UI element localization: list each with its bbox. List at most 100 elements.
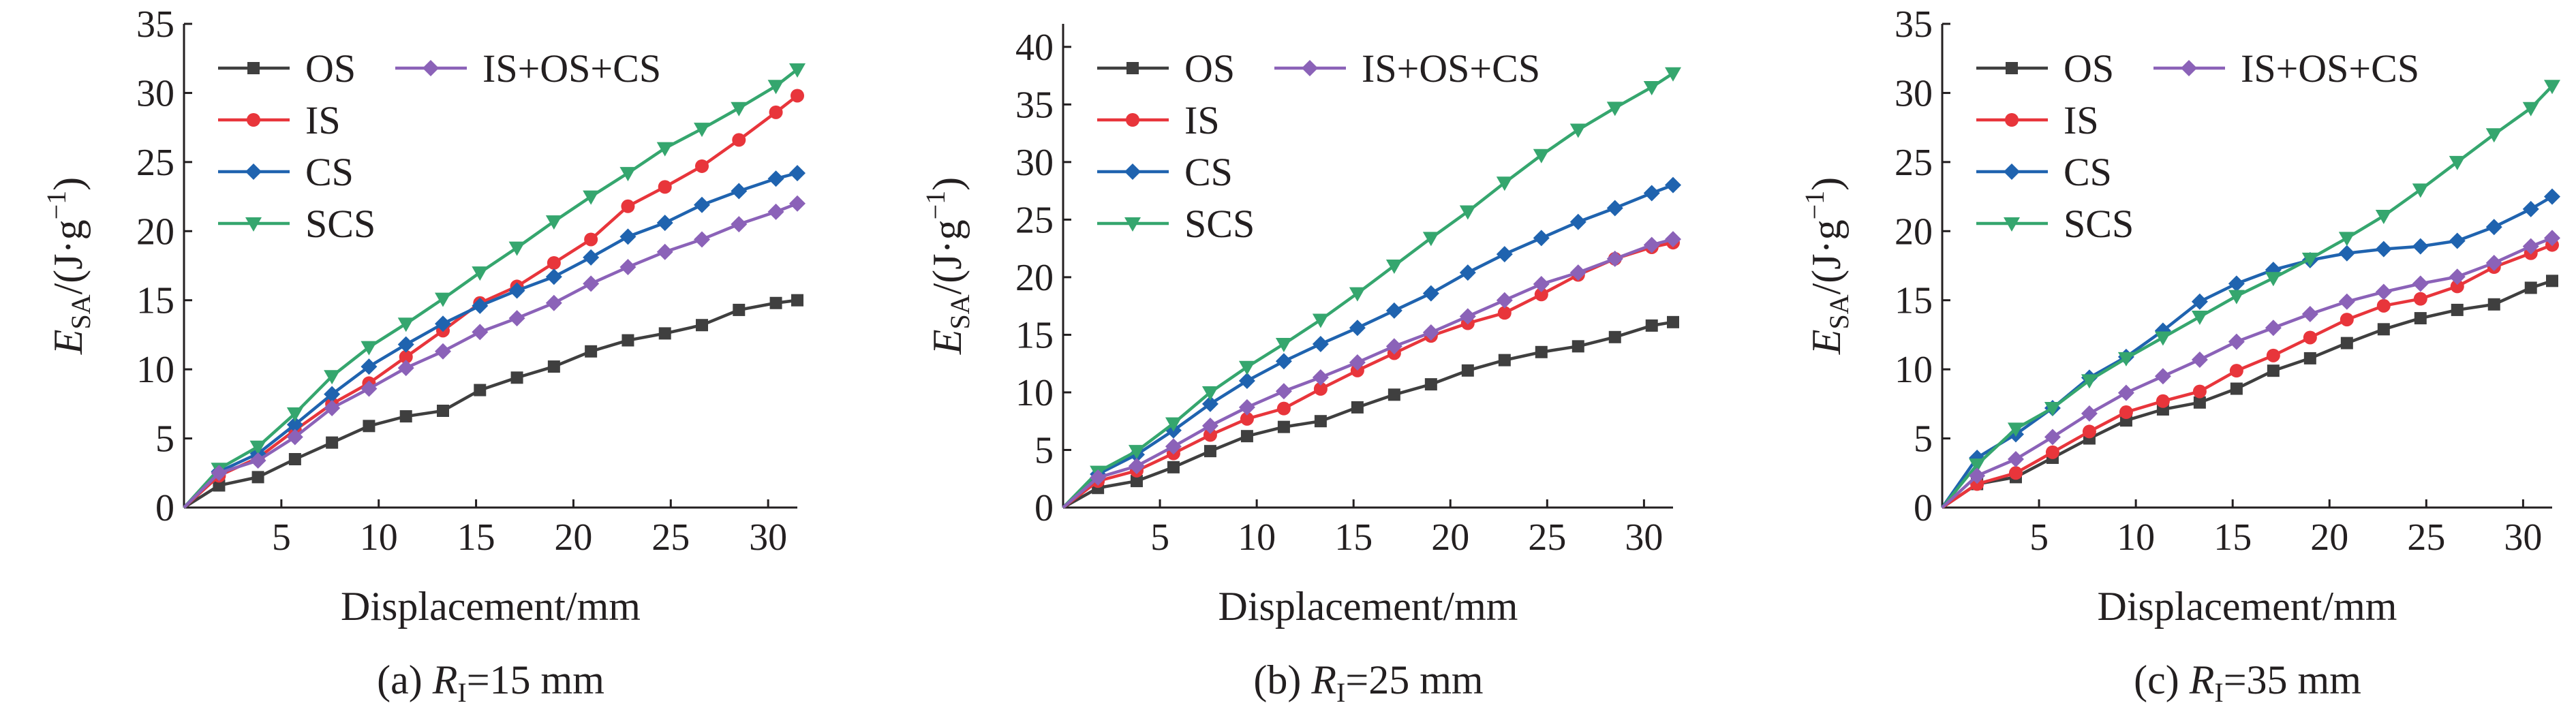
chart-b-legend-item: OS <box>1097 46 1235 91</box>
chart-b-y-tick-label: 5 <box>1034 429 1054 471</box>
chart-b-series-line <box>1062 237 1674 509</box>
chart-c-data-point <box>2376 298 2391 313</box>
chart-a-data-point <box>474 384 487 396</box>
chart-a-data-point <box>731 102 748 116</box>
chart-c-data-point <box>2044 429 2061 446</box>
chart-b-data-point <box>1128 445 1145 460</box>
chart-b-data-point <box>1201 395 1218 412</box>
chart-b-data-point <box>1240 411 1254 426</box>
chart-c-data-point <box>2007 422 2024 437</box>
chart-c-y-tick-label: 15 <box>1895 280 1933 322</box>
chart-b-y-tick-label: 20 <box>1015 257 1054 299</box>
chart-c-data-point <box>2081 374 2098 389</box>
chart-c-data-point <box>2154 331 2171 346</box>
chart-b-data-point <box>1349 320 1366 337</box>
chart-c-data-point <box>2266 348 2280 362</box>
chart-b-data-point <box>1422 285 1439 302</box>
chart-b-data-point <box>1167 461 1180 473</box>
chart-a-data-point <box>583 275 600 292</box>
chart-a-data-point <box>361 380 378 397</box>
chart-c-data-point <box>2265 320 2282 337</box>
chart-b-x-axis-title: Displacement/mm <box>1218 584 1518 629</box>
chart-a-data-point <box>361 341 378 356</box>
chart-b-data-point <box>1275 337 1292 352</box>
chart-a-data-point <box>435 292 451 307</box>
chart-b-data-point <box>1461 364 1474 377</box>
chart-c-data-point <box>2193 396 2206 409</box>
chart-a-x-tick-label: 15 <box>457 516 495 559</box>
chart-b-y-tick-label: 30 <box>1015 142 1054 184</box>
chart-a-data-point <box>791 89 804 103</box>
chart-a-data-point <box>731 183 748 200</box>
chart-b-x-tick-label: 20 <box>1431 516 1469 559</box>
chart-b-series-os <box>1062 315 1679 509</box>
chart-b-data-point <box>1238 399 1255 416</box>
chart-a-data-point <box>288 453 301 465</box>
chart-b-data-point <box>1203 428 1217 442</box>
chart-c-x-axis-title: Displacement/mm <box>2098 584 2397 629</box>
chart-c-data-point <box>2450 279 2464 294</box>
chart-b-legend-marker <box>1126 113 1139 127</box>
chart-a-legend-item: IS+OS+CS <box>395 46 661 91</box>
chart-b-data-point <box>1667 315 1679 328</box>
chart-b-data-point <box>1665 67 1681 82</box>
chart-a-legend-marker <box>247 62 260 74</box>
chart-a-data-point <box>251 471 264 484</box>
chart-b-data-point <box>1424 378 1437 391</box>
chart-b-data-point <box>1387 388 1400 401</box>
chart-a-legend-label: IS <box>305 98 341 142</box>
chart-a-legend-marker <box>423 60 439 76</box>
chart-c-data-point <box>2228 275 2245 292</box>
chart-c-legend-label: CS <box>2064 150 2112 194</box>
chart-b-legend-marker <box>1124 217 1141 232</box>
chart-b-data-point <box>1533 149 1550 164</box>
chart-b-data-point <box>1533 276 1550 293</box>
chart-c-legend-item: OS <box>1976 46 2114 91</box>
chart-b-data-point <box>1201 386 1218 401</box>
chart-a-data-point <box>249 440 266 455</box>
chart-a-legend-item: IS <box>218 98 341 142</box>
chart-b-caption: (b) RI=25 mm <box>1253 657 1483 708</box>
chart-c-data-point <box>2340 337 2353 349</box>
chart-b-data-point <box>1608 330 1621 343</box>
chart-a-data-point <box>286 416 303 433</box>
chart-c-legend-marker <box>2006 62 2018 74</box>
chart-c-data-point <box>2485 219 2502 236</box>
chart-a-data-point <box>767 203 784 220</box>
chart-b-series-is-os-cs <box>1062 231 1681 509</box>
chart-a-y-tick-label: 30 <box>136 72 174 114</box>
chart-c-y-tick-label: 25 <box>1895 142 1933 184</box>
chart-c-caption: (c) RI=35 mm <box>2134 657 2361 708</box>
chart-c-data-point <box>2007 451 2024 467</box>
chart-a-data-point <box>583 249 600 266</box>
chart-c-data-point <box>2546 275 2558 287</box>
chart-b-data-point <box>1571 340 1584 353</box>
chart-a-data-point <box>249 452 266 469</box>
chart-b-y-tick-label: 25 <box>1015 199 1054 241</box>
chart-b-y-tick-label: 40 <box>1015 27 1054 69</box>
chart-a-data-point <box>324 399 341 416</box>
chart-c-data-point <box>2303 352 2316 364</box>
chart-c-legend-label: IS <box>2064 98 2099 142</box>
chart-c-data-point <box>2485 128 2502 143</box>
chart-a-series-line <box>183 202 798 509</box>
chart-b-data-point <box>1496 246 1513 263</box>
chart-c-y-tick-label: 10 <box>1895 349 1933 391</box>
chart-b-data-point <box>1665 176 1681 193</box>
chart-b-data-point <box>1203 445 1216 458</box>
chart-c-data-point <box>2154 368 2171 385</box>
chart-a-legend-marker <box>247 113 260 127</box>
chart-c-legend-item: IS <box>1976 98 2099 142</box>
chart-c-series-scs <box>1941 80 2560 509</box>
chart-b-data-point <box>1238 373 1255 390</box>
chart-c-data-point <box>2082 424 2096 439</box>
chart-a-series-is-os-cs <box>183 195 806 509</box>
chart-b-series-line <box>1062 240 1674 509</box>
chart-b-legend-marker <box>1302 60 1318 76</box>
chart-b-y-tick-label: 15 <box>1015 314 1054 356</box>
chart-c-data-point <box>2338 232 2355 247</box>
chart-a-legend-marker <box>245 217 262 232</box>
chart-b-data-point <box>1496 292 1513 309</box>
chart-a-data-point <box>213 479 226 492</box>
chart-c-legend-marker <box>2004 217 2020 232</box>
